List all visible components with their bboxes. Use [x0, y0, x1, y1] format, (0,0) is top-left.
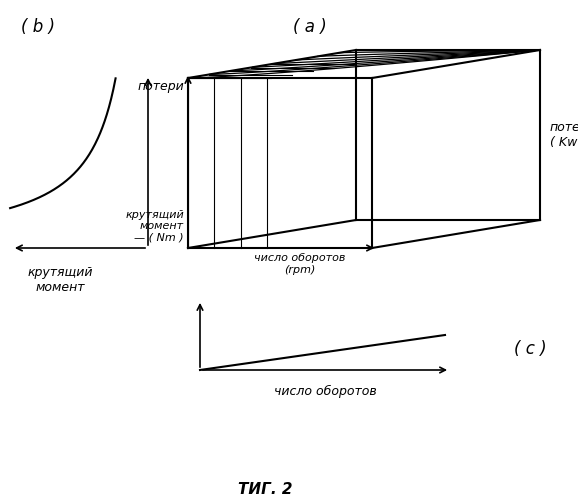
Text: ( b ): ( b ): [21, 18, 55, 36]
Text: потери
( Kw ): потери ( Kw ): [550, 121, 578, 149]
Text: крутящий
момент
— ( Nm ): крутящий момент — ( Nm ): [125, 210, 184, 243]
Text: крутящий
момент: крутящий момент: [27, 266, 92, 294]
Text: число оборотов
(rpm): число оборотов (rpm): [254, 253, 346, 274]
Text: ( a ): ( a ): [293, 18, 327, 36]
Text: число оборотов: число оборотов: [273, 385, 376, 398]
Text: ( c ): ( c ): [514, 340, 546, 358]
Text: потери: потери: [137, 80, 184, 93]
Text: ΤИГ. 2: ΤИГ. 2: [238, 482, 292, 497]
